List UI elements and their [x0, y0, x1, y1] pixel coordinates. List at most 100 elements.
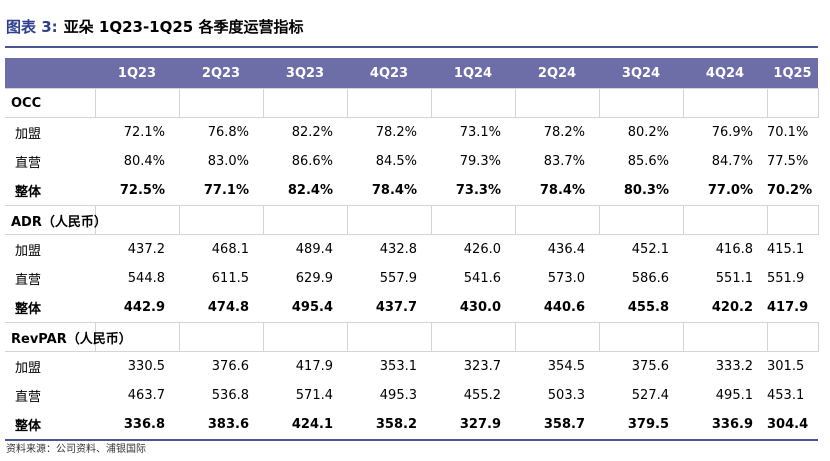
header-row: 1Q23 2Q23 3Q23 4Q23 1Q24 2Q24 3Q24 4Q24 1Q25 [5, 58, 818, 89]
column-header: 4Q24 [683, 58, 767, 89]
cell: 586.6 [631, 271, 669, 286]
data-row: 直营 463.7 536.8 571.4 495.3 455.2 503.3 527.4 495… [5, 381, 818, 410]
cell: 453.1 [767, 388, 805, 403]
cell: 73.1% [459, 125, 501, 140]
data-row: 加盟 72.1% 76.8% 82.2% 78.2% 73.1% 78.2% 80.2% 76.… [5, 118, 818, 148]
empty-cell [347, 88, 432, 118]
row-label: 直营 [15, 273, 42, 288]
row-label: 整体 [15, 185, 42, 200]
cell: 77.5% [767, 154, 809, 169]
cell: 375.6 [631, 359, 669, 374]
cell: 383.6 [179, 410, 263, 441]
cell: 415.1 [767, 242, 805, 257]
cell: 437.7 [375, 300, 417, 315]
row-label: 加盟 [15, 361, 42, 376]
cell: 327.9 [431, 410, 515, 441]
cell: 424.1 [263, 410, 347, 441]
empty-cell [599, 205, 684, 235]
cell: 333.2 [715, 359, 753, 374]
cell: 358.7 [515, 410, 599, 441]
cell: 70.1% [767, 125, 809, 140]
data-row: 整体 336.8 383.6 424.1 358.2 327.9 358.7 379.5 336… [5, 410, 818, 441]
cell: 79.3% [459, 154, 501, 169]
empty-cell [95, 205, 180, 235]
column-header: 2Q23 [179, 58, 263, 89]
row-label: 整体 [15, 302, 42, 317]
cell: 376.6 [211, 359, 249, 374]
cell: 463.7 [127, 388, 165, 403]
cell: 82.4% [287, 183, 333, 198]
data-row: 加盟 437.2 468.1 489.4 432.8 426.0 436.4 452.1 416… [5, 235, 818, 265]
cell: 442.9 [123, 300, 165, 315]
empty-cell [431, 88, 516, 118]
empty-cell [431, 322, 516, 352]
empty-cell [683, 205, 768, 235]
section-row: ADR（人民币） [5, 205, 819, 235]
section-row: RevPAR（人民币） [5, 322, 819, 352]
cell: 301.5 [767, 359, 805, 374]
cell: 73.3% [455, 183, 501, 198]
cell: 80.2% [627, 125, 669, 140]
column-header: 1Q25 [767, 58, 818, 89]
cell: 83.0% [207, 154, 249, 169]
data-row: 整体 72.5% 77.1% 82.4% 78.4% 73.3% 78.4% 80.3% 77.… [5, 176, 818, 206]
cell: 432.8 [379, 242, 417, 257]
empty-cell [515, 205, 600, 235]
empty-cell [263, 205, 348, 235]
cell: 77.0% [707, 183, 753, 198]
row-label: 加盟 [15, 244, 42, 259]
cell: 416.8 [715, 242, 753, 257]
cell: 541.6 [463, 271, 501, 286]
empty-cell [515, 322, 600, 352]
cell: 336.9 [683, 410, 767, 441]
cell: 420.2 [711, 300, 753, 315]
cell: 76.8% [207, 125, 249, 140]
cell: 573.0 [547, 271, 585, 286]
row-label: 加盟 [15, 127, 42, 142]
cell: 557.9 [379, 271, 417, 286]
cell: 426.0 [463, 242, 501, 257]
cell: 417.9 [295, 359, 333, 374]
row-label: 直营 [15, 156, 42, 171]
source: 资料来源：公司资料、浦银国际 [6, 444, 146, 455]
cell: 455.2 [463, 388, 501, 403]
column-header: 1Q23 [95, 58, 179, 89]
empty-cell [347, 205, 432, 235]
empty-cell [95, 88, 180, 118]
cell: 544.8 [127, 271, 165, 286]
cell: 86.6% [291, 154, 333, 169]
cell: 84.7% [711, 154, 753, 169]
column-header: 1Q24 [431, 58, 515, 89]
row-label: 直营 [15, 390, 42, 405]
cell: 489.4 [295, 242, 333, 257]
empty-cell [179, 322, 264, 352]
data-table: 1Q23 2Q23 3Q23 4Q23 1Q24 2Q24 3Q24 4Q24 1Q25 OCC 加… [5, 58, 819, 441]
empty-cell [683, 88, 768, 118]
empty-cell [515, 88, 600, 118]
section-title: RevPAR（人民币） [5, 322, 132, 352]
title-label: 图表 3: [6, 18, 58, 36]
cell: 72.5% [119, 183, 165, 198]
empty-cell [767, 88, 819, 118]
cell: 495.3 [379, 388, 417, 403]
empty-cell [263, 88, 348, 118]
cell: 358.2 [347, 410, 431, 441]
empty-cell [767, 322, 819, 352]
cell: 611.5 [211, 271, 249, 286]
data-row: 加盟 330.5 376.6 417.9 353.1 323.7 354.5 375.6 333… [5, 352, 818, 382]
cell: 495.4 [291, 300, 333, 315]
cell: 83.7% [543, 154, 585, 169]
title: 图表 3: 亚朵 1Q23-1Q25 各季度运营指标 [6, 16, 303, 37]
data-row: 直营 544.8 611.5 629.9 557.9 541.6 573.0 586.6 551… [5, 264, 818, 293]
column-header: 2Q24 [515, 58, 599, 89]
cell: 80.4% [123, 154, 165, 169]
cell: 70.2% [767, 183, 813, 198]
cell: 76.9% [711, 125, 753, 140]
empty-cell [683, 322, 768, 352]
cell: 78.2% [543, 125, 585, 140]
data-row: 整体 442.9 474.8 495.4 437.7 430.0 440.6 455.8 420… [5, 293, 818, 323]
section-row: OCC [5, 88, 819, 118]
cell: 323.7 [463, 359, 501, 374]
title-rule [5, 46, 818, 48]
